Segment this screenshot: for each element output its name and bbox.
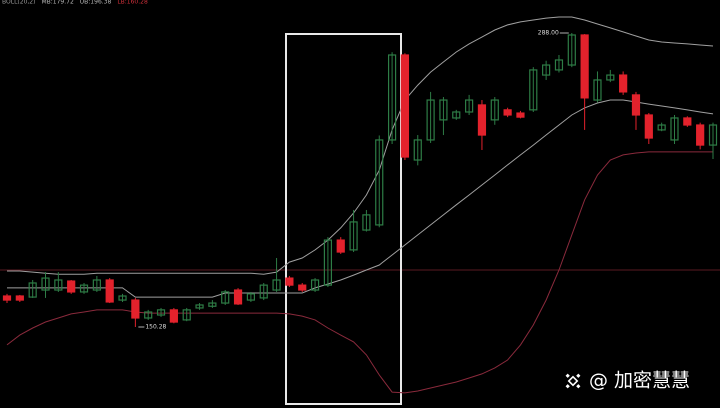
candle-body	[477, 104, 487, 136]
candle-body	[554, 59, 564, 71]
candle-body	[54, 279, 63, 291]
header-label: LB:160.28	[117, 0, 148, 6]
candle-body	[208, 302, 217, 307]
candle-body	[92, 279, 101, 291]
candle-body	[105, 279, 114, 303]
candle-body	[631, 94, 641, 116]
candle-body	[349, 221, 358, 251]
candle-body	[259, 284, 268, 299]
candle-body	[2, 295, 12, 301]
candle-body	[529, 69, 538, 111]
candle-body	[708, 124, 718, 146]
header-label: MB:179.72	[41, 0, 73, 6]
candle-body	[272, 279, 281, 291]
candle-body	[67, 280, 76, 293]
candle-body	[593, 79, 602, 101]
candle-body	[683, 117, 692, 126]
candle-body	[310, 279, 320, 291]
candle-body	[28, 282, 37, 298]
candle-body	[503, 109, 512, 116]
highlight-box	[285, 33, 402, 405]
candle-body	[542, 64, 551, 76]
candle-body	[426, 99, 435, 141]
candle-body	[336, 239, 345, 253]
candle-body	[79, 284, 89, 293]
candle-body	[657, 124, 666, 131]
candle-body	[465, 99, 474, 113]
candle-body	[580, 34, 589, 99]
candle-body	[567, 34, 576, 66]
candle-body	[696, 124, 705, 146]
candle-body	[195, 304, 204, 309]
candle-body	[516, 112, 525, 118]
candle-body	[400, 54, 410, 158]
candle-body	[413, 139, 422, 161]
band-line	[7, 99, 714, 298]
candle-body	[619, 74, 628, 93]
candle-body	[375, 139, 384, 226]
candle-body	[221, 291, 230, 304]
candle-body	[387, 54, 397, 141]
candle-body	[156, 309, 166, 316]
candle-body	[131, 299, 140, 319]
band-line	[7, 16, 714, 275]
candle-body	[490, 99, 499, 121]
watermark-text: @ 加密慧慧	[589, 370, 690, 392]
candle-body	[118, 295, 127, 301]
candle-body	[298, 284, 307, 291]
candle-body	[606, 74, 615, 81]
candle-body	[644, 114, 653, 139]
candle-body	[41, 277, 50, 291]
candle-body	[182, 309, 191, 321]
annotation-label: 150.28	[145, 324, 166, 331]
header-label: BOLL(20,2)	[2, 0, 35, 6]
candle-body	[144, 311, 153, 319]
candle-body	[362, 214, 371, 231]
candle-body	[233, 289, 243, 305]
candle-body	[15, 295, 24, 301]
candle-body	[169, 309, 178, 323]
candle-body	[323, 239, 333, 286]
candle-body	[285, 277, 294, 286]
header-label: UB:196.38	[80, 0, 112, 6]
candle-body	[452, 111, 461, 119]
band-line	[6, 151, 713, 394]
annotation-label: 288.00	[538, 30, 559, 37]
candle-body	[246, 293, 255, 301]
candle-body	[670, 117, 679, 141]
candle-body	[439, 99, 448, 121]
